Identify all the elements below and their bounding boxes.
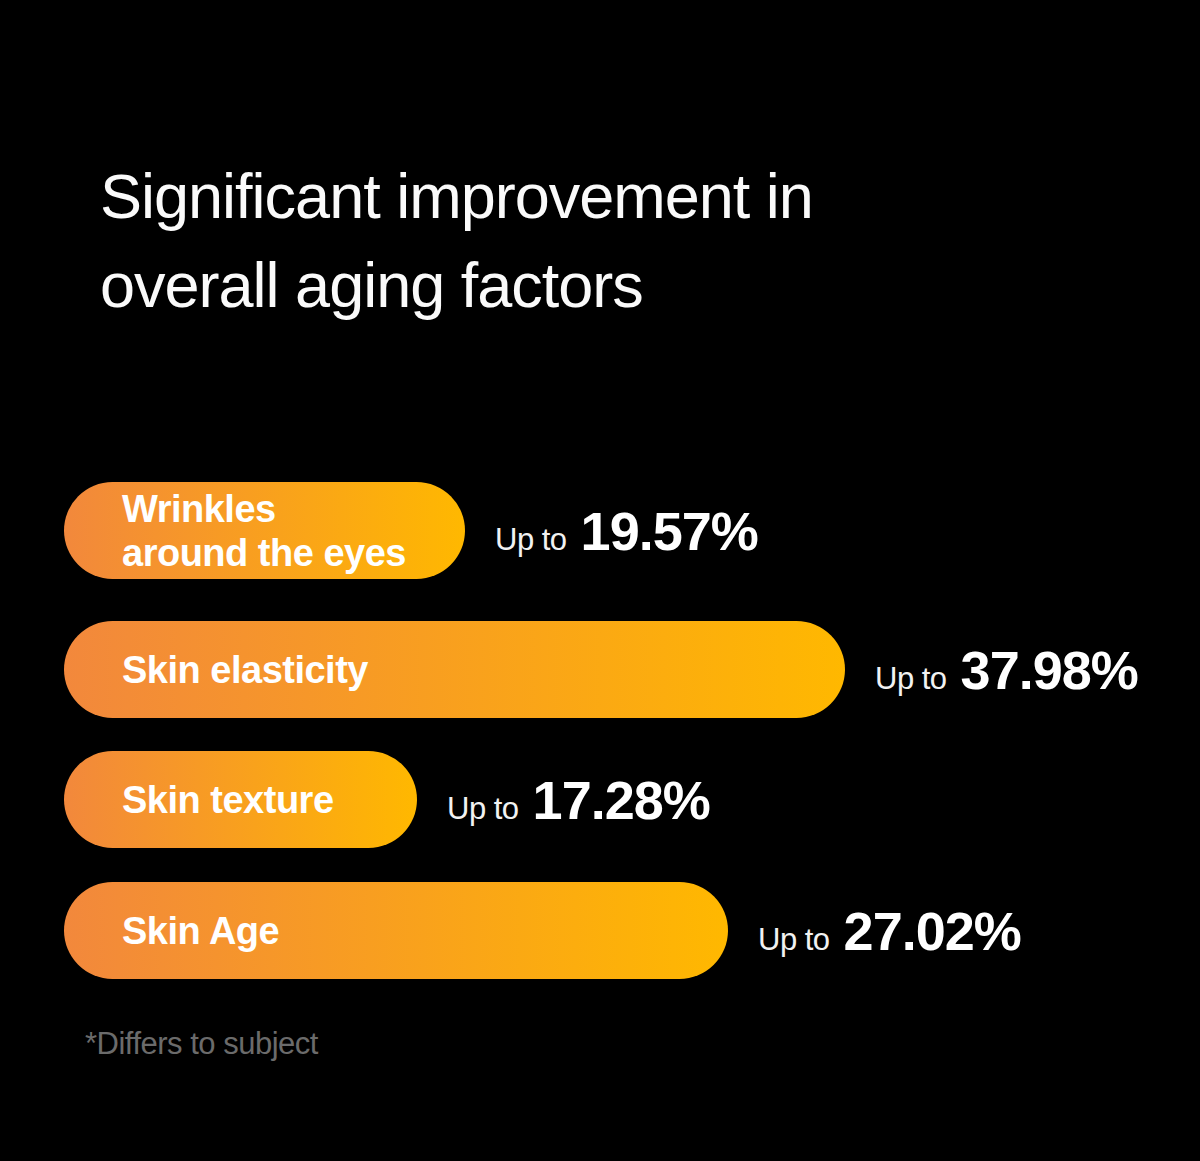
bar-label: Skin Age xyxy=(122,909,728,953)
page-title-line-2: overall aging factors xyxy=(100,241,813,330)
bar-value-number: 17.28% xyxy=(533,769,710,831)
bar-value-prefix: Up to xyxy=(495,522,567,558)
bar-label: Skin texture xyxy=(122,778,417,822)
bar-value-prefix: Up to xyxy=(758,922,830,958)
bar-value: Up to 37.98% xyxy=(875,639,1138,701)
bar-row: Skin Age Up to 27.02% xyxy=(64,882,1021,979)
bar-row: Skin texture Up to 17.28% xyxy=(64,751,710,848)
bar-label-line: Skin Age xyxy=(122,909,728,953)
bar-value-prefix: Up to xyxy=(875,661,947,697)
bar-label: Skin elasticity xyxy=(122,648,845,692)
page-title: Significant improvement in overall aging… xyxy=(100,152,813,330)
bar-value: Up to 19.57% xyxy=(495,500,758,562)
bar-value: Up to 17.28% xyxy=(447,769,710,831)
footnote-text: *Differs to subject xyxy=(85,1026,318,1062)
bar-label-line: Skin texture xyxy=(122,778,417,822)
bar-value-number: 37.98% xyxy=(961,639,1138,701)
bar-value-prefix: Up to xyxy=(447,791,519,827)
bar-value-number: 19.57% xyxy=(581,500,758,562)
bar-pill: Skin Age xyxy=(64,882,728,979)
bar-pill: Skin elasticity xyxy=(64,621,845,718)
bar-label-line: Skin elasticity xyxy=(122,648,845,692)
bar-pill: Skin texture xyxy=(64,751,417,848)
bar-value: Up to 27.02% xyxy=(758,900,1021,962)
bar-label-line: around the eyes xyxy=(122,531,465,575)
bar-row: Skin elasticity Up to 37.98% xyxy=(64,621,1138,718)
page-title-line-1: Significant improvement in xyxy=(100,152,813,241)
bar-label-line: Wrinkles xyxy=(122,487,465,531)
bar-label: Wrinklesaround the eyes xyxy=(122,487,465,575)
bar-row: Wrinklesaround the eyes Up to 19.57% xyxy=(64,482,758,579)
bar-pill: Wrinklesaround the eyes xyxy=(64,482,465,579)
bar-value-number: 27.02% xyxy=(844,900,1021,962)
infographic-canvas: Significant improvement in overall aging… xyxy=(0,0,1200,1161)
